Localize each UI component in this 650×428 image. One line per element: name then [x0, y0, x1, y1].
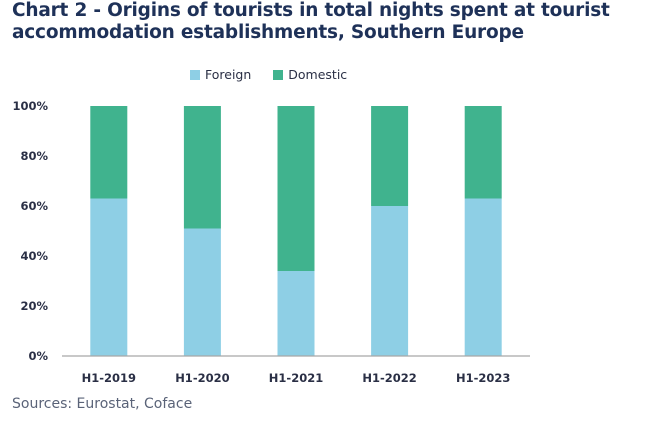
y-tick-label: 60%: [20, 199, 48, 213]
y-tick-label: 100%: [12, 99, 48, 113]
y-tick-label: 40%: [20, 249, 48, 263]
bar-domestic: [277, 106, 315, 271]
y-tick-label: 20%: [20, 299, 48, 313]
legend: Foreign Domestic: [190, 67, 347, 82]
bar-domestic: [464, 106, 502, 199]
legend-label-foreign: Foreign: [205, 67, 252, 82]
legend-item-foreign: Foreign: [190, 67, 251, 82]
x-tick-label: H1-2021: [269, 371, 323, 385]
bar-foreign: [90, 198, 128, 356]
y-tick-label: 0%: [28, 349, 48, 363]
source-note: Sources: Eurostat, Coface: [12, 396, 193, 412]
legend-swatch-foreign: [190, 69, 200, 80]
legend-swatch-domestic: [273, 69, 284, 80]
bar-domestic: [183, 106, 221, 229]
bar-foreign: [183, 228, 221, 356]
x-tick-label: H1-2020: [175, 371, 229, 385]
legend-label-domestic: Domestic: [288, 67, 348, 82]
bar-foreign: [277, 271, 315, 356]
bar-foreign: [464, 198, 502, 356]
chart-title: Chart 2 - Origins of tourists in total n…: [12, 0, 610, 43]
bar-domestic: [371, 106, 409, 206]
y-tick-label: 80%: [20, 149, 48, 163]
bar-domestic: [90, 106, 128, 199]
x-tick-label: H1-2022: [362, 371, 416, 385]
legend-item-domestic: Domestic: [273, 67, 347, 82]
x-tick-label: H1-2023: [456, 371, 510, 385]
bar-foreign: [371, 206, 409, 356]
x-tick-label: H1-2019: [82, 371, 136, 385]
